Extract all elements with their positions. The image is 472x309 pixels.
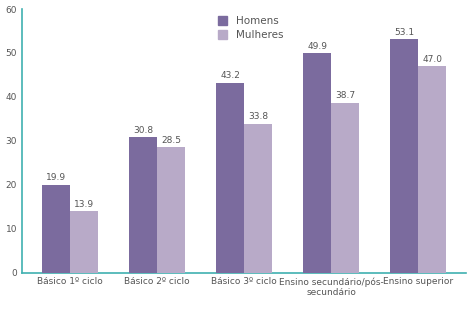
Text: 30.8: 30.8 [133, 126, 153, 135]
Legend: Homens, Mulheres: Homens, Mulheres [214, 12, 287, 44]
Bar [303, 53, 331, 273]
Bar [418, 66, 446, 273]
Bar [70, 211, 98, 273]
Text: 47.0: 47.0 [422, 54, 442, 64]
Bar [244, 124, 272, 273]
Text: 43.2: 43.2 [220, 71, 240, 80]
Text: 33.8: 33.8 [248, 112, 268, 121]
Bar [157, 147, 185, 273]
Text: 49.9: 49.9 [307, 42, 328, 51]
Text: 28.5: 28.5 [161, 136, 181, 145]
Text: 19.9: 19.9 [46, 173, 66, 183]
Bar [42, 185, 70, 273]
Text: 38.7: 38.7 [335, 91, 355, 100]
Bar [390, 39, 418, 273]
Bar [129, 137, 157, 273]
Text: 53.1: 53.1 [395, 28, 414, 37]
Bar [331, 103, 359, 273]
Text: 13.9: 13.9 [74, 200, 94, 209]
Bar [216, 83, 244, 273]
